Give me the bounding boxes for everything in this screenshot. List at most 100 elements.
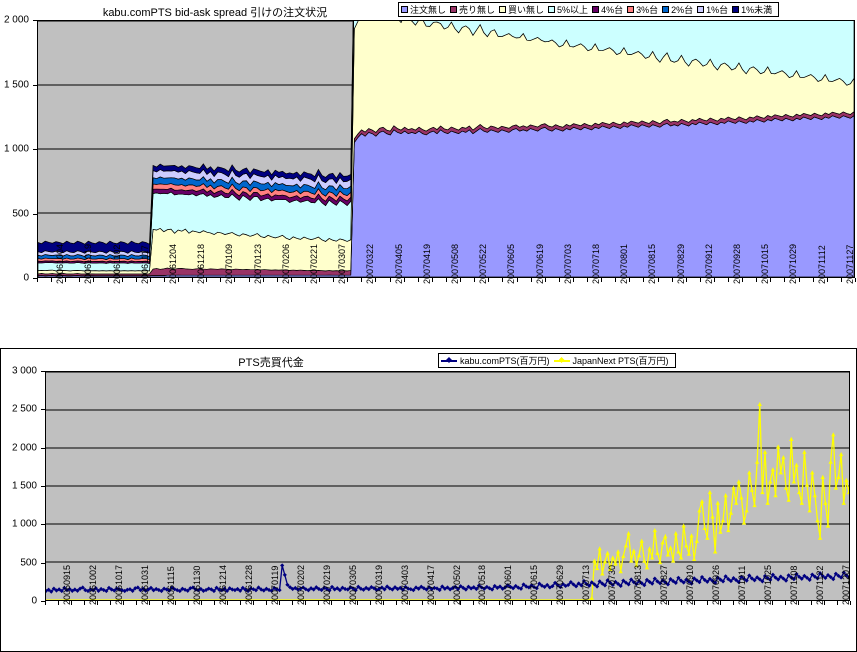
data-point-marker bbox=[720, 518, 726, 523]
top-chart-x-tick bbox=[713, 278, 715, 282]
data-point-marker bbox=[723, 493, 728, 498]
data-point-marker bbox=[631, 580, 636, 585]
data-point-marker bbox=[615, 549, 621, 554]
bottom-chart-x-tick-label: 20061130 bbox=[191, 565, 202, 605]
bottom-chart-y-tick bbox=[41, 524, 45, 526]
bottom-chart-x-tick bbox=[798, 601, 800, 605]
data-point-marker bbox=[839, 451, 844, 457]
top-chart-y-tick bbox=[33, 20, 37, 21]
top-chart-x-tick-label: 20070829 bbox=[675, 243, 686, 284]
data-point-marker bbox=[720, 579, 726, 584]
data-point-marker bbox=[747, 573, 752, 578]
data-point-marker bbox=[655, 550, 660, 555]
data-point-marker bbox=[490, 587, 495, 592]
data-point-marker bbox=[282, 572, 287, 578]
top-chart-y-tick bbox=[33, 278, 37, 279]
data-point-marker bbox=[705, 535, 710, 540]
bottom-chart-x-tick bbox=[395, 601, 397, 605]
bottom-chart-x-tick bbox=[434, 601, 436, 605]
data-point-marker bbox=[295, 587, 301, 592]
data-point-marker bbox=[692, 556, 697, 562]
top-chart-y-tick-label: 2 000 bbox=[3, 14, 29, 26]
data-point-marker bbox=[301, 585, 306, 590]
bottom-chart-x-tick bbox=[369, 601, 371, 605]
bottom-chart-y-tick bbox=[41, 409, 45, 411]
data-point-marker bbox=[615, 581, 621, 586]
top-chart-x-tick bbox=[389, 278, 391, 282]
bottom-chart-x-tick-label: 20070730 bbox=[607, 564, 618, 605]
data-point-marker bbox=[789, 575, 794, 580]
data-point-marker bbox=[471, 585, 476, 590]
top-chart-x-tick bbox=[51, 278, 53, 282]
data-point-marker bbox=[818, 571, 823, 576]
data-point-marker bbox=[762, 573, 768, 579]
data-point-marker bbox=[678, 555, 684, 560]
data-point-marker bbox=[96, 588, 101, 593]
data-point-marker bbox=[563, 583, 568, 589]
top-chart-x-tick bbox=[431, 278, 433, 282]
bottom-chart-x-tick-label: 20061214 bbox=[217, 564, 228, 605]
bottom-chart-x-tick bbox=[239, 601, 241, 605]
bottom-chart-x-tick bbox=[473, 601, 475, 605]
legend-swatch-icon bbox=[450, 6, 458, 13]
top-chart-legend-item: 1%台 bbox=[697, 3, 728, 16]
top-chart-x-tick bbox=[347, 278, 349, 282]
bottom-chart-x-tick bbox=[850, 601, 851, 605]
data-point-marker bbox=[374, 587, 379, 593]
data-point-marker bbox=[287, 585, 293, 590]
top-chart-x-tick bbox=[121, 278, 123, 282]
top-chart-y-tick-label: 1 500 bbox=[3, 79, 29, 90]
top-chart-legend-item: 5%以上 bbox=[548, 3, 588, 16]
bottom-chart-x-tick-label: 20070813 bbox=[633, 564, 644, 605]
bottom-chart-x-tick bbox=[317, 601, 319, 605]
data-point-marker bbox=[650, 555, 655, 560]
top-chart-x-tick-label: 20070405 bbox=[393, 243, 404, 284]
data-point-marker bbox=[626, 531, 631, 536]
data-point-marker bbox=[676, 549, 681, 554]
top-chart-x-tick bbox=[460, 278, 462, 282]
legend-swatch-icon bbox=[548, 6, 556, 13]
data-point-marker bbox=[634, 562, 639, 568]
top-chart-x-tick-label: 20070307 bbox=[337, 243, 348, 284]
bottom-chart-legend: kabu.comPTS(百万円) JapanNext PTS(百万円) bbox=[438, 353, 676, 368]
top-chart-x-tick bbox=[587, 278, 589, 282]
top-chart-x-tick bbox=[488, 278, 490, 282]
top-chart-x-tick bbox=[149, 278, 151, 282]
bottom-chart-x-tick bbox=[616, 601, 618, 605]
top-chart-legend-item: 3%台 bbox=[627, 3, 658, 16]
data-point-marker bbox=[831, 432, 836, 437]
bottom-chart-x-tick-label: 20061017 bbox=[113, 564, 124, 605]
top-chart-y-tick-label: 0 bbox=[23, 272, 29, 284]
legend-swatch-icon bbox=[697, 6, 705, 13]
bottom-chart-x-tick bbox=[551, 601, 553, 605]
top-chart-title: kabu.comPTS bid-ask spread 引けの注文状況 bbox=[102, 7, 328, 19]
top-chart-x-tick-label: 20070221 bbox=[308, 243, 319, 284]
top-chart-plot-area bbox=[37, 20, 855, 278]
bottom-chart-x-tick bbox=[707, 601, 709, 605]
data-point-marker bbox=[744, 508, 749, 513]
top-chart-x-tick bbox=[248, 278, 250, 282]
bottom-chart-x-tick bbox=[135, 601, 137, 605]
data-point-marker bbox=[337, 588, 343, 593]
data-point-marker bbox=[734, 500, 739, 505]
data-point-marker bbox=[807, 508, 812, 513]
top-chart-x-tick bbox=[812, 278, 814, 282]
data-point-marker bbox=[689, 533, 694, 538]
data-point-marker bbox=[812, 493, 817, 498]
data-point-marker bbox=[602, 559, 608, 564]
top-chart-x-tick-label: 20061004 bbox=[55, 243, 66, 284]
bottom-chart-x-tick-label: 20061031 bbox=[139, 564, 150, 605]
bottom-chart-x-tick-label: 20070202 bbox=[295, 564, 306, 605]
data-point-marker bbox=[844, 573, 849, 578]
bottom-chart-y-tick bbox=[41, 601, 45, 602]
top-chart-legend-item: 売り無し bbox=[450, 3, 495, 16]
bottom-chart-x-tick bbox=[590, 601, 592, 605]
bottom-chart-x-tick-label: 20070305 bbox=[347, 564, 358, 605]
legend-label: 2%台 bbox=[671, 5, 694, 15]
data-point-marker bbox=[458, 584, 463, 589]
data-point-marker bbox=[605, 578, 610, 583]
data-point-marker bbox=[755, 459, 760, 464]
top-chart-x-tick bbox=[276, 278, 278, 282]
data-point-marker bbox=[778, 470, 783, 475]
top-chart-x-tick bbox=[530, 278, 532, 282]
